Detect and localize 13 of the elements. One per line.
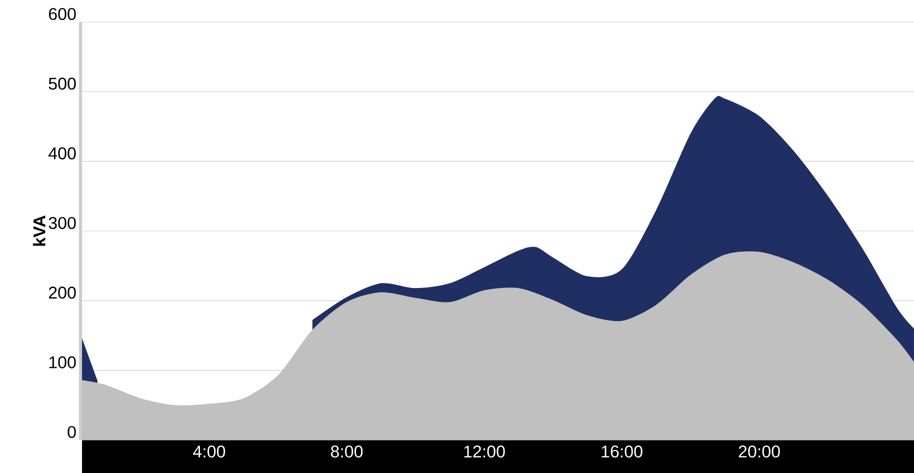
x-tick-label: 20:00 xyxy=(738,446,780,458)
y-tick-label: 500 xyxy=(48,78,76,90)
y-tick-label: 100 xyxy=(49,356,76,368)
x-tick-label: 12:00 xyxy=(464,446,505,458)
y-tick-label: 0 xyxy=(68,426,76,438)
x-tick-label: 16:00 xyxy=(602,446,642,458)
y-tick-label: 400 xyxy=(48,147,76,160)
y-axis-title: kVA xyxy=(32,216,46,246)
x-tick-label: 4:00 xyxy=(193,446,226,458)
x-tick-label: 8:00 xyxy=(330,446,363,458)
y-tick-label: 200 xyxy=(48,286,76,299)
y-tick-label: 300 xyxy=(48,216,76,230)
y-tick-label: 600 xyxy=(48,8,76,20)
